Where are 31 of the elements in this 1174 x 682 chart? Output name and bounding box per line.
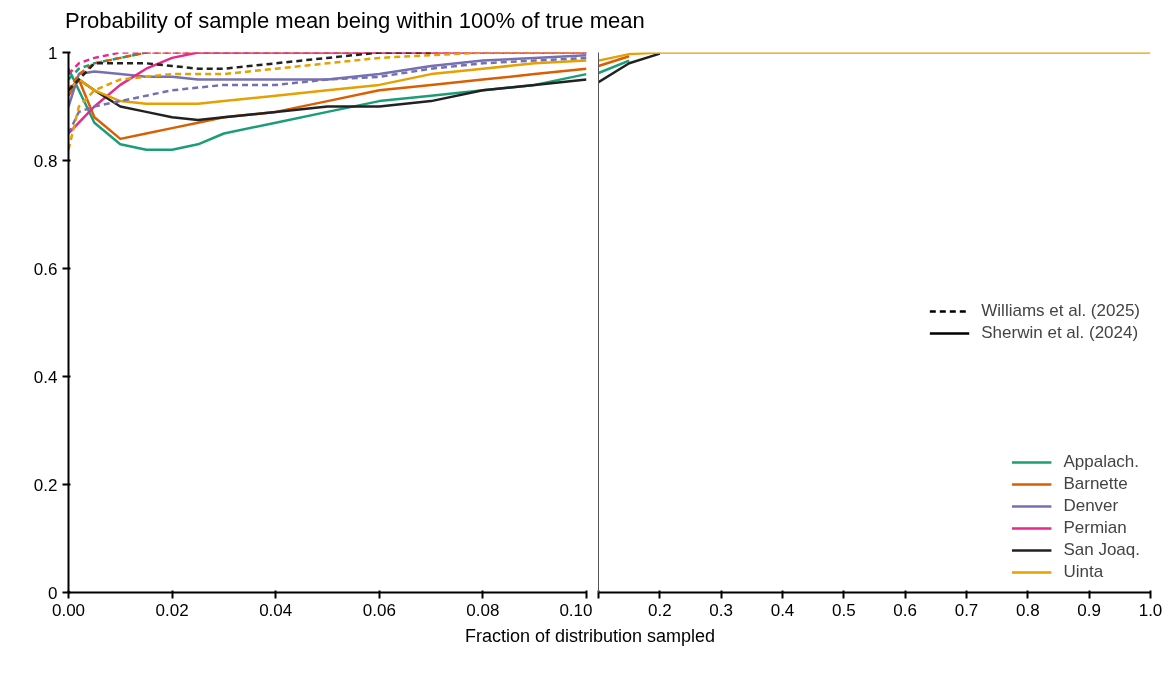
- x-tick-label: 0.08: [466, 600, 500, 620]
- x-tick-label: 0.2: [648, 600, 672, 620]
- x-tick-label: 1.0: [1138, 600, 1163, 620]
- legend-label: Denver: [1063, 496, 1119, 516]
- y-tick-label: 0.4: [33, 367, 58, 387]
- legend-label: Uinta: [1063, 562, 1104, 582]
- x-tick-label: 0.5: [832, 600, 856, 620]
- x-tick-label: 0.8: [1016, 600, 1040, 620]
- x-tick-label: 0.04: [259, 600, 293, 620]
- chart-title: Probability of sample mean being within 100% of true mean: [65, 7, 645, 35]
- x-tick-label: 0.00: [51, 600, 86, 620]
- y-tick-label: 0: [48, 583, 58, 603]
- x-axis-title: Fraction of distribution sampled: [464, 625, 716, 648]
- y-tick-label: 0.8: [33, 151, 58, 171]
- annotation: Williams et al. (2025): [981, 301, 1140, 321]
- x-tick-label: 0.02: [155, 600, 189, 620]
- legend-label: Barnette: [1063, 474, 1128, 494]
- x-tick-label: 0.06: [362, 600, 396, 620]
- x-tick-label: 0.4: [770, 600, 795, 620]
- y-tick-label: 0.6: [33, 259, 58, 279]
- x-tick-label: 0.9: [1077, 600, 1101, 620]
- legend-label: Permian: [1063, 518, 1127, 538]
- x-tick-label: 0.7: [954, 600, 979, 620]
- legend-label: San Joaq.: [1063, 540, 1140, 560]
- annotation: Sherwin et al. (2024): [981, 323, 1139, 343]
- y-tick-label: 1: [48, 43, 58, 63]
- x-tick-label: 0.6: [893, 600, 917, 620]
- x-tick-label: 0.10: [559, 600, 593, 620]
- legend-label: Appalach.: [1063, 452, 1140, 472]
- y-tick-label: 0.2: [33, 475, 58, 495]
- x-tick-label: 0.3: [709, 600, 733, 620]
